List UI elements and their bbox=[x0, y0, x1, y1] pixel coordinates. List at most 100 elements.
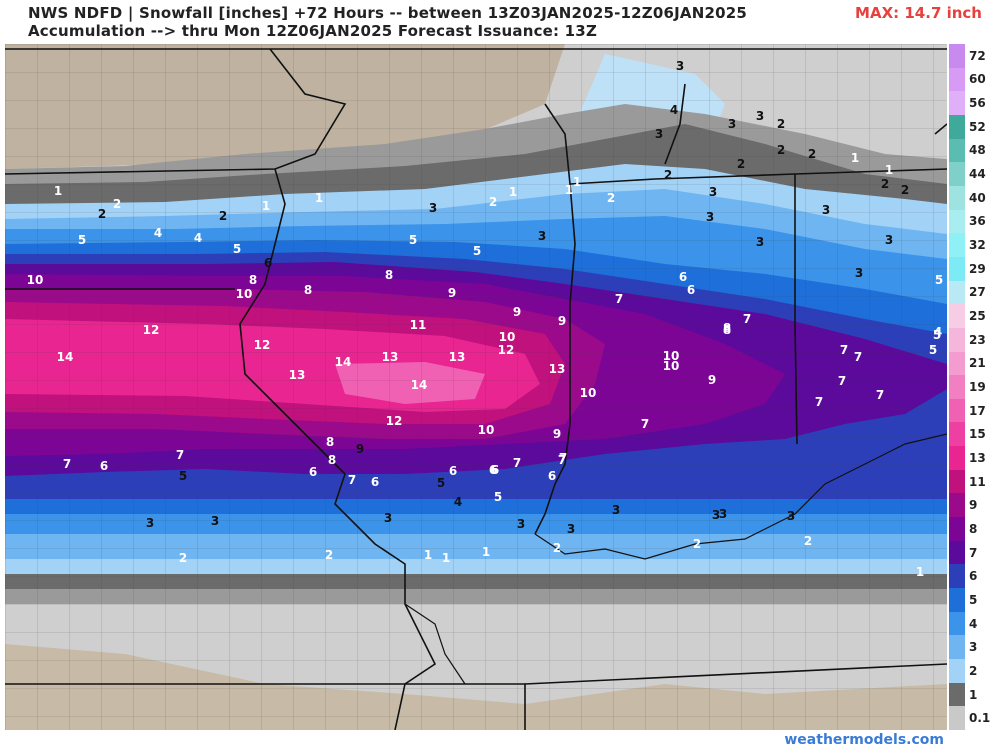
legend-swatch bbox=[949, 375, 965, 400]
legend-label: 9 bbox=[969, 498, 978, 513]
snowfall-value-label: 3 bbox=[756, 109, 764, 123]
snowfall-value-label: 8 bbox=[304, 283, 312, 297]
legend-label: 13 bbox=[969, 450, 986, 465]
snowfall-value-label: 7 bbox=[513, 456, 521, 470]
legend-label: 0.1 bbox=[969, 711, 991, 726]
legend-label: 5 bbox=[969, 592, 978, 607]
snowfall-value-label: 7 bbox=[615, 292, 623, 306]
snowfall-value-label: 7 bbox=[743, 312, 751, 326]
snowfall-value-label: 8 bbox=[723, 321, 731, 335]
snowfall-value-label: 1 bbox=[573, 175, 581, 189]
snowfall-value-label: 12 bbox=[254, 338, 271, 352]
snowfall-value-label: 3 bbox=[712, 508, 720, 522]
legend-swatch bbox=[949, 209, 965, 234]
snowfall-value-label: 1 bbox=[262, 199, 270, 213]
snowfall-value-label: 6 bbox=[449, 464, 457, 478]
snowfall-value-label: 6 bbox=[687, 283, 695, 297]
legend-label: 15 bbox=[969, 427, 986, 442]
snowfall-value-label: 10 bbox=[663, 359, 680, 373]
snowfall-value-label: 10 bbox=[27, 273, 44, 287]
snowfall-value-label: 9 bbox=[553, 427, 561, 441]
snowfall-value-label: 3 bbox=[719, 507, 727, 521]
snowfall-value-label: 12 bbox=[498, 343, 515, 357]
legend-label: 25 bbox=[969, 309, 986, 324]
legend-swatch bbox=[949, 67, 965, 92]
snowfall-value-label: 11 bbox=[410, 318, 427, 332]
legend-swatch bbox=[949, 91, 965, 116]
legend-color-bar bbox=[949, 44, 965, 731]
snowfall-value-label: 5 bbox=[437, 476, 445, 490]
snowfall-value-label: 5 bbox=[409, 233, 417, 247]
snowfall-value-label: 3 bbox=[728, 117, 736, 131]
snowfall-value-label: 13 bbox=[382, 350, 399, 364]
legend-label: 19 bbox=[969, 380, 986, 394]
snowfall-value-label: 6 bbox=[679, 270, 687, 284]
snowfall-value-label: 6 bbox=[264, 256, 272, 270]
legend-label: 7 bbox=[969, 545, 978, 560]
snowfall-value-label: 9 bbox=[513, 305, 521, 319]
snowfall-value-label: 7 bbox=[854, 350, 862, 364]
snowfall-value-label: 3 bbox=[885, 233, 893, 247]
legend-label: 48 bbox=[969, 143, 986, 158]
snowfall-value-label: 9 bbox=[356, 442, 364, 456]
snowfall-value-label: 1 bbox=[442, 551, 450, 565]
legend-label: 3 bbox=[969, 640, 978, 655]
snowfall-value-label: 12 bbox=[386, 414, 403, 428]
legend-label: 56 bbox=[969, 96, 986, 111]
snowfall-value-label: 2 bbox=[98, 207, 106, 221]
snowfall-value-label: 10 bbox=[499, 330, 516, 344]
legend-label: 21 bbox=[969, 356, 986, 371]
snowfall-value-label: 7 bbox=[876, 388, 884, 402]
snowfall-value-label: 5 bbox=[494, 490, 502, 504]
snowfall-value-label: 6 bbox=[489, 463, 497, 477]
snowfall-value-label: 3 bbox=[756, 235, 764, 249]
source-credit: weathermodels.com bbox=[784, 732, 944, 748]
snowfall-value-label: 3 bbox=[787, 509, 795, 523]
state-borders bbox=[5, 48, 947, 730]
snowfall-value-label: 10 bbox=[580, 386, 597, 400]
legend-swatch bbox=[949, 233, 965, 258]
snowfall-value-label: 4 bbox=[154, 226, 162, 240]
snowfall-value-label: 2 bbox=[901, 183, 909, 197]
legend-swatch bbox=[949, 635, 965, 660]
snowfall-value-label: 12 bbox=[143, 323, 160, 337]
legend-swatch bbox=[949, 588, 965, 613]
snowfall-value-label: 3 bbox=[538, 229, 546, 243]
legend-swatch bbox=[949, 659, 965, 684]
snowfall-value-label: 4 bbox=[670, 103, 678, 117]
snowfall-value-label: 1 bbox=[54, 184, 62, 198]
snowfall-value-label: 8 bbox=[385, 268, 393, 282]
snowfall-value-label: 2 bbox=[219, 209, 227, 223]
snowfall-value-label: 1 bbox=[885, 163, 893, 177]
legend-label: 52 bbox=[969, 119, 986, 134]
snowfall-value-label: 2 bbox=[489, 195, 497, 209]
snowfall-value-label: 3 bbox=[655, 127, 663, 141]
color-legend: 72 60 56 52 48 44 40 36 32 29 27 25 23 21 19 17 15 13 11 9 8… bbox=[947, 44, 1000, 731]
legend-swatch bbox=[949, 564, 965, 589]
rivers bbox=[404, 433, 947, 685]
snowfall-value-label: 3 bbox=[429, 201, 437, 215]
legend-swatch bbox=[949, 446, 965, 471]
snowfall-value-label: 7 bbox=[840, 343, 848, 357]
legend-label: 29 bbox=[969, 261, 986, 276]
snowfall-value-label: 1 bbox=[482, 545, 490, 559]
snowfall-value-label: 3 bbox=[146, 516, 154, 530]
legend-label: 8 bbox=[969, 521, 978, 536]
snowfall-value-label: 3 bbox=[709, 185, 717, 199]
snowfall-value-label: 8 bbox=[326, 435, 334, 449]
snowfall-value-label: 3 bbox=[384, 511, 392, 525]
snowfall-value-label: 6 bbox=[309, 465, 317, 479]
snowfall-value-label: 3 bbox=[706, 210, 714, 224]
legend-swatch bbox=[949, 185, 965, 211]
snowfall-value-label: 8 bbox=[328, 453, 336, 467]
legend-label: 40 bbox=[969, 190, 986, 205]
snowfall-value-label: 7 bbox=[559, 451, 567, 465]
snowfall-value-label: 13 bbox=[289, 368, 306, 382]
snowfall-value-label: 2 bbox=[881, 177, 889, 191]
snowfall-value-label: 13 bbox=[549, 362, 566, 376]
legend-label: 36 bbox=[969, 214, 986, 229]
legend-label: 2 bbox=[969, 663, 978, 678]
snowfall-value-label: 7 bbox=[815, 395, 823, 409]
snowfall-value-label: 8 bbox=[723, 323, 731, 337]
legend-swatch bbox=[949, 256, 965, 282]
